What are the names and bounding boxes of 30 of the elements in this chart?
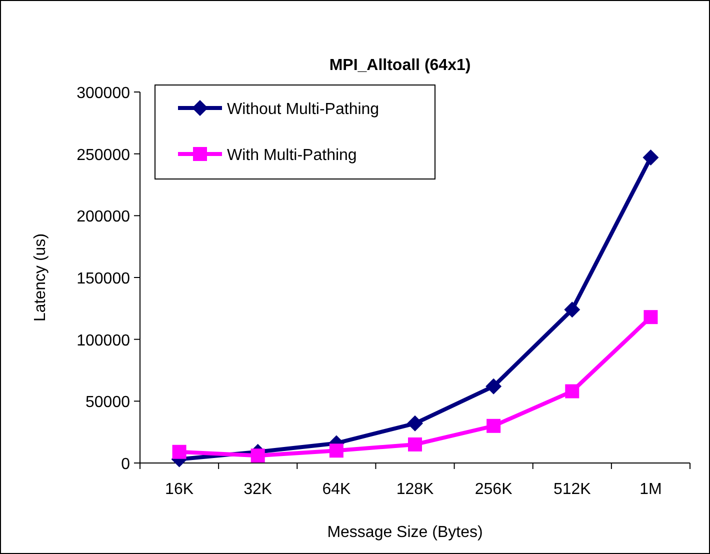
x-tick-label: 32K	[244, 481, 272, 498]
point	[408, 437, 422, 452]
x-tick-label: 256K	[474, 481, 513, 498]
y-tick-label: 300000	[76, 85, 130, 102]
point	[565, 384, 580, 398]
x-axis-title: Message Size (Bytes)	[327, 524, 483, 541]
point	[642, 150, 659, 166]
point	[486, 378, 502, 394]
point	[172, 444, 186, 459]
point	[486, 418, 501, 433]
legend-label: Without Multi-Pathing	[227, 101, 380, 118]
chart-title: MPI_Alltoall (64x1)	[329, 57, 471, 74]
y-tick-label: 150000	[76, 270, 130, 288]
y-axis-title: Latency (us)	[32, 233, 49, 322]
point	[644, 310, 658, 324]
y-tick-label: 200000	[76, 208, 130, 226]
point	[329, 444, 344, 458]
x-tick-label: 64K	[322, 481, 351, 498]
y-tick-label: 250000	[76, 146, 130, 164]
y-tick-label: 100000	[76, 332, 130, 350]
point	[564, 302, 580, 318]
x-tick-label: 512K	[553, 481, 592, 498]
x-tick-label: 128K	[396, 481, 434, 498]
x-tick-label: 1M	[640, 481, 662, 498]
point	[407, 415, 423, 432]
y-tick-label: 50000	[86, 394, 130, 412]
y-tick-label: 0	[121, 456, 130, 473]
legend-label: With Multi-Pathing	[227, 147, 357, 164]
point	[250, 448, 265, 463]
x-tick-label: 16K	[165, 481, 194, 498]
